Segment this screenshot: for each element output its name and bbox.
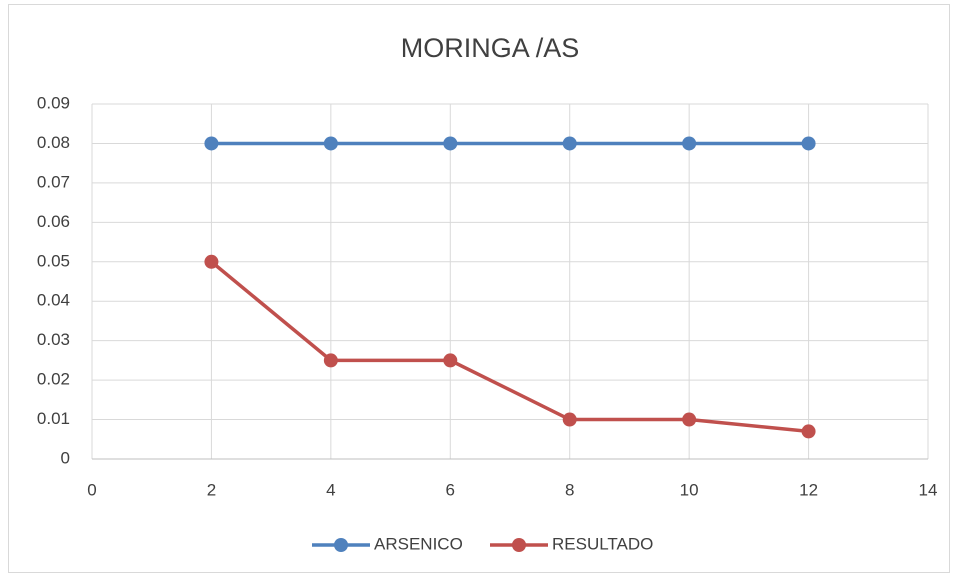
x-tick-label: 12 <box>799 480 818 499</box>
data-point <box>323 353 338 368</box>
x-tick-label: 2 <box>207 480 216 499</box>
chart-border <box>8 4 950 573</box>
y-tick-label: 0.07 <box>37 172 70 191</box>
data-point <box>682 136 697 151</box>
y-tick-label: 0 <box>61 448 70 467</box>
y-tick-label: 0.04 <box>37 291 70 310</box>
x-tick-label: 4 <box>326 480 335 499</box>
y-tick-label: 0.05 <box>37 251 70 270</box>
legend-label: ARSENICO <box>374 534 463 553</box>
x-tick-label: 0 <box>87 480 96 499</box>
x-tick-label: 10 <box>680 480 699 499</box>
data-point <box>801 424 816 439</box>
y-tick-label: 0.01 <box>37 409 70 428</box>
legend-marker <box>512 538 526 552</box>
data-point <box>562 412 577 427</box>
data-point <box>682 412 697 427</box>
series-line <box>210 260 809 434</box>
data-point <box>562 136 577 151</box>
chart-title: MORINGA /AS <box>401 33 580 63</box>
data-point <box>204 136 219 151</box>
x-tick-label: 14 <box>919 480 938 499</box>
data-point <box>443 353 458 368</box>
data-point <box>323 136 338 151</box>
data-point <box>443 136 458 151</box>
y-tick-label: 0.03 <box>37 330 70 349</box>
y-tick-label: 0.02 <box>37 370 70 389</box>
legend-marker <box>334 538 348 552</box>
data-point <box>204 254 219 269</box>
x-tick-label: 6 <box>446 480 455 499</box>
legend-label: RESULTADO <box>552 534 653 553</box>
data-point <box>801 136 816 151</box>
y-tick-label: 0.09 <box>37 93 70 112</box>
x-tick-label: 8 <box>565 480 574 499</box>
y-tick-label: 0.08 <box>37 133 70 152</box>
y-tick-label: 0.06 <box>37 212 70 231</box>
